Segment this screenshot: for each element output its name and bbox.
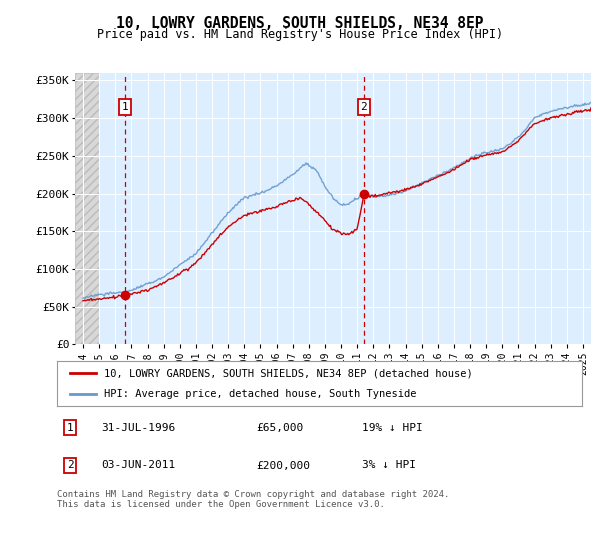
Text: Contains HM Land Registry data © Crown copyright and database right 2024.
This d: Contains HM Land Registry data © Crown c… [57, 490, 449, 510]
Text: 10, LOWRY GARDENS, SOUTH SHIELDS, NE34 8EP (detached house): 10, LOWRY GARDENS, SOUTH SHIELDS, NE34 8… [104, 368, 473, 379]
Text: 03-JUN-2011: 03-JUN-2011 [101, 460, 176, 470]
Text: Price paid vs. HM Land Registry's House Price Index (HPI): Price paid vs. HM Land Registry's House … [97, 28, 503, 41]
Text: 31-JUL-1996: 31-JUL-1996 [101, 423, 176, 433]
Text: £65,000: £65,000 [257, 423, 304, 433]
Text: 2: 2 [67, 460, 74, 470]
Text: 2: 2 [361, 102, 367, 112]
Text: 3% ↓ HPI: 3% ↓ HPI [361, 460, 415, 470]
Text: 1: 1 [67, 423, 74, 433]
Bar [75, 73, 99, 344]
Text: £200,000: £200,000 [257, 460, 311, 470]
Text: HPI: Average price, detached house, South Tyneside: HPI: Average price, detached house, Sout… [104, 389, 417, 399]
Text: 19% ↓ HPI: 19% ↓ HPI [361, 423, 422, 433]
Text: 1: 1 [121, 102, 128, 112]
Text: 10, LOWRY GARDENS, SOUTH SHIELDS, NE34 8EP: 10, LOWRY GARDENS, SOUTH SHIELDS, NE34 8… [116, 16, 484, 31]
